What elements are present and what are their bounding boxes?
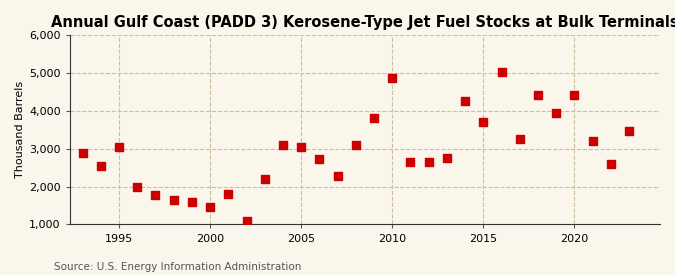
Point: [241, 219, 252, 223]
Point: [587, 139, 598, 144]
Point: [350, 143, 361, 147]
Point: [441, 156, 452, 161]
Point: [168, 198, 179, 202]
Point: [77, 150, 88, 155]
Point: [478, 119, 489, 124]
Point: [223, 192, 234, 196]
Point: [259, 177, 270, 181]
Point: [624, 128, 634, 133]
Point: [405, 160, 416, 164]
Point: [95, 164, 106, 168]
Point: [514, 137, 525, 142]
Point: [332, 174, 343, 179]
Point: [314, 157, 325, 162]
Point: [150, 193, 161, 197]
Point: [387, 76, 398, 80]
Point: [296, 145, 306, 149]
Point: [551, 111, 562, 115]
Point: [113, 145, 124, 149]
Y-axis label: Thousand Barrels: Thousand Barrels: [15, 81, 25, 178]
Point: [569, 92, 580, 97]
Point: [132, 185, 142, 189]
Point: [277, 143, 288, 147]
Point: [186, 200, 197, 204]
Point: [460, 99, 470, 103]
Point: [423, 160, 434, 164]
Point: [496, 70, 507, 75]
Point: [605, 162, 616, 166]
Point: [205, 205, 215, 209]
Point: [533, 92, 543, 97]
Title: Annual Gulf Coast (PADD 3) Kerosene-Type Jet Fuel Stocks at Bulk Terminals: Annual Gulf Coast (PADD 3) Kerosene-Type…: [51, 15, 675, 30]
Text: Source: U.S. Energy Information Administration: Source: U.S. Energy Information Administ…: [54, 262, 301, 272]
Point: [369, 116, 379, 120]
